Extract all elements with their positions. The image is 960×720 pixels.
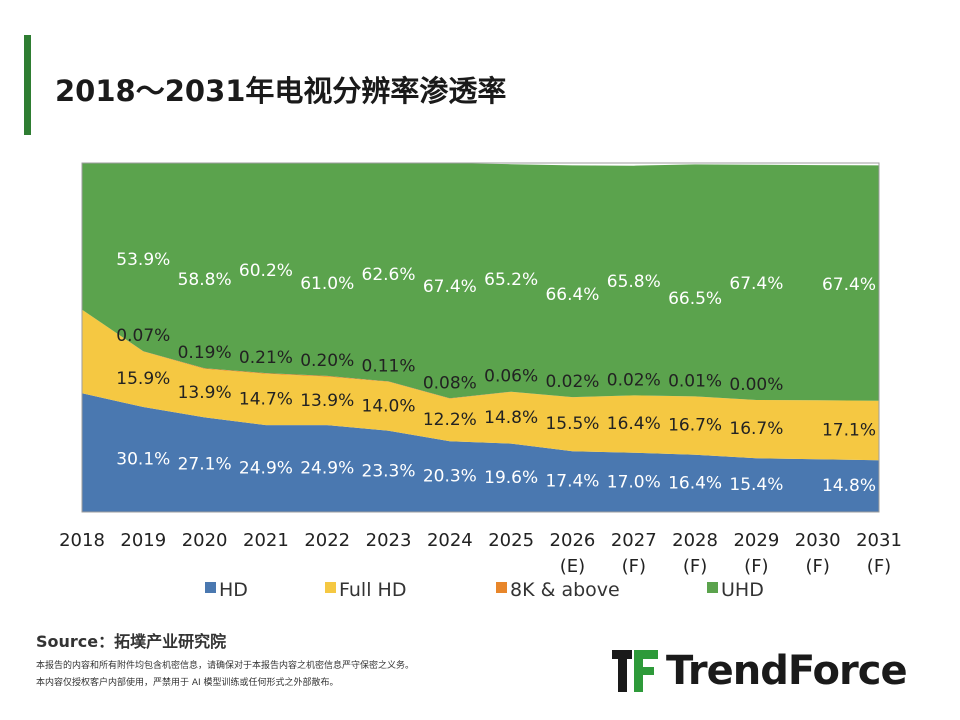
x-tick-label: 2025 — [488, 530, 534, 551]
x-tick-label: 2019 — [120, 530, 166, 551]
legend-swatch — [707, 582, 718, 593]
legend-label: HD — [219, 579, 248, 601]
data-label: 15.4% — [729, 475, 783, 495]
data-label: 58.8% — [178, 270, 232, 290]
data-label: 15.9% — [116, 369, 170, 389]
source-note: Source：拓墣产业研究院 — [36, 632, 227, 651]
data-label: 65.2% — [484, 270, 538, 290]
legend-label: 8K & above — [510, 579, 620, 601]
disclaimer-line-2: 本内容仅授权客户内部使用，严禁用于 AI 模型训练或任何形式之外部散布。 — [36, 678, 339, 688]
data-label: 0.01% — [668, 371, 722, 391]
data-label: 0.00% — [729, 375, 783, 395]
area-hd — [82, 393, 879, 512]
brand-mark-icon — [612, 650, 658, 692]
data-label: 66.4% — [545, 285, 599, 305]
data-label: 16.7% — [668, 416, 722, 436]
data-label: 14.8% — [822, 476, 876, 496]
x-tick-label: 2031 (F) — [856, 530, 902, 577]
data-label: 0.20% — [300, 351, 354, 371]
legend-swatch — [496, 582, 507, 593]
x-tick-label: 2022 — [304, 530, 350, 551]
brand-name: TrendForce — [666, 648, 908, 694]
data-labels: 30.1% 27.1% 24.9% 24.9% 23.3% 20.3% 19.6% 17.4%… — [116, 250, 876, 496]
data-label: 15.5% — [545, 414, 599, 434]
legend-item: UHD — [707, 579, 764, 601]
data-label: 14.7% — [239, 389, 293, 409]
x-tick-label: 2021 — [243, 530, 289, 551]
data-label: 0.21% — [239, 348, 293, 368]
data-label: 65.8% — [607, 272, 661, 292]
data-label: 13.9% — [178, 383, 232, 403]
legend-item: HD — [205, 579, 248, 601]
data-label: 67.4% — [822, 275, 876, 295]
data-label: 66.5% — [668, 289, 722, 309]
data-label: 67.4% — [423, 277, 477, 297]
data-label: 23.3% — [362, 461, 416, 481]
x-tick-label: 2020 — [182, 530, 228, 551]
legend-item: Full HD — [325, 579, 406, 601]
data-label: 17.4% — [545, 472, 599, 492]
data-label: 17.1% — [822, 421, 876, 441]
page-title: 2018～2031年电视分辨率渗透率 — [55, 74, 507, 108]
legend-label: UHD — [721, 579, 764, 601]
data-label: 16.4% — [668, 473, 722, 493]
data-label: 0.07% — [116, 326, 170, 346]
data-label: 0.02% — [545, 372, 599, 392]
x-tick-label: 2028 (F) — [672, 530, 718, 577]
area-full-hd — [82, 309, 879, 461]
legend-label: Full HD — [339, 579, 406, 601]
plot-border — [81, 162, 880, 513]
data-label: 16.4% — [607, 414, 661, 434]
data-label: 20.3% — [423, 467, 477, 487]
data-label: 62.6% — [362, 265, 416, 285]
data-label: 17.0% — [607, 472, 661, 492]
x-tick-label: 2026 (E) — [550, 530, 596, 577]
x-tick-label: 2029 (F) — [733, 530, 779, 577]
data-label: 14.0% — [362, 396, 416, 416]
legend-swatch — [325, 582, 336, 593]
x-tick-label: 2018 — [59, 530, 105, 551]
x-tick-label: 2030 (F) — [795, 530, 841, 577]
data-label: 60.2% — [239, 261, 293, 281]
x-axis: 2018 2019 2020 2021 2022 2023 2024 2025 2026 (E) 2… — [59, 530, 902, 577]
data-label: 61.0% — [300, 274, 354, 294]
x-tick-label: 2027 (F) — [611, 530, 657, 577]
x-tick-label: 2024 — [427, 530, 473, 551]
data-label: 0.08% — [423, 373, 477, 393]
data-label: 13.9% — [300, 391, 354, 411]
data-label: 12.2% — [423, 410, 477, 430]
chart-areas — [81, 162, 880, 513]
x-tick-label: 2023 — [366, 530, 412, 551]
data-label: 24.9% — [300, 459, 354, 479]
title-accent-bar — [24, 35, 31, 135]
data-label: 30.1% — [116, 449, 170, 469]
data-label: 16.7% — [729, 419, 783, 439]
data-label: 14.8% — [484, 408, 538, 428]
data-label: 0.02% — [607, 370, 661, 390]
legend: HD Full HD 8K & above UHD — [205, 579, 764, 601]
brand-logo: TrendForce — [612, 648, 908, 694]
legend-swatch — [205, 582, 216, 593]
area-uhd — [82, 163, 879, 401]
data-label: 0.06% — [484, 367, 538, 387]
data-label: 27.1% — [178, 455, 232, 475]
legend-item: 8K & above — [496, 579, 620, 601]
data-label: 0.19% — [178, 343, 232, 363]
data-label: 0.11% — [362, 356, 416, 376]
data-label: 67.4% — [729, 274, 783, 294]
data-label: 24.9% — [239, 459, 293, 479]
data-label: 53.9% — [116, 250, 170, 270]
data-label: 19.6% — [484, 468, 538, 488]
disclaimer-line-1: 本报告的内容和所有附件均包含机密信息，请确保对于本报告内容之机密信息严守保密之义… — [36, 661, 415, 671]
